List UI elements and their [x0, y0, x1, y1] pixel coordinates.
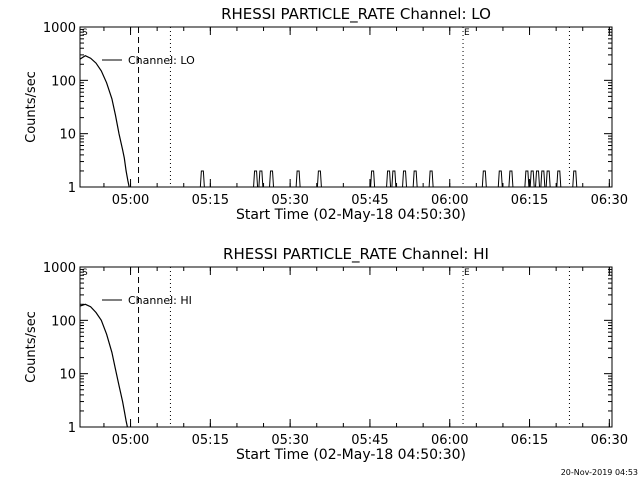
x-tick-label: 06:15 — [511, 433, 548, 448]
series-spike — [402, 170, 408, 188]
x-tick-label: 06:30 — [591, 433, 628, 448]
axes-frame — [79, 266, 613, 428]
series-spike — [428, 170, 434, 188]
x-tick-label: 05:45 — [351, 433, 388, 448]
series-spike — [258, 170, 264, 188]
start-marker-label: S — [82, 268, 88, 278]
y-tick-label: 1000 — [43, 261, 76, 276]
y-tick-label: 1 — [68, 181, 76, 196]
series-line — [79, 55, 130, 188]
chart-panel-lo: RHESSI PARTICLE_RATE Channel: LO 1 10 100 10… — [24, 5, 628, 223]
y-tick-label: 1 — [68, 421, 76, 436]
series-line — [79, 303, 128, 428]
series-spike — [497, 170, 503, 188]
x-tick-label: 05:45 — [351, 193, 388, 208]
series-spike — [508, 170, 514, 188]
series-spike — [199, 170, 205, 188]
x-axis-label: Start Time (02-May-18 04:50:30) — [236, 447, 466, 463]
series-spike — [524, 170, 530, 188]
legend-label: Channel: HI — [128, 294, 192, 307]
legend-label: Channel: LO — [128, 54, 195, 67]
x-tick-label: 05:30 — [271, 193, 308, 208]
series-spike — [545, 170, 551, 188]
start-marker-label: S — [82, 28, 88, 38]
series-spike — [556, 170, 562, 188]
x-tick-label: 06:15 — [511, 193, 548, 208]
x-tick-label: 06:30 — [591, 193, 628, 208]
x-tick-label: 06:00 — [431, 433, 468, 448]
series-spike — [412, 170, 418, 188]
chart-title: RHESSI PARTICLE_RATE Channel: HI — [223, 245, 489, 264]
series-spike — [540, 170, 546, 188]
y-tick-label: 10 — [59, 368, 76, 383]
series-spike — [391, 170, 397, 188]
y-tick-label: 100 — [51, 314, 76, 329]
end-marker-label: E — [464, 268, 470, 278]
axes-frame — [79, 26, 613, 188]
series-spike — [386, 170, 392, 188]
series-spike — [295, 170, 301, 188]
series-spike — [370, 170, 376, 188]
series-spike — [253, 170, 259, 188]
x-tick-label: 05:15 — [192, 193, 229, 208]
plots-group: RHESSI PARTICLE_RATE Channel: LO11010010… — [24, 5, 628, 463]
series-spike — [535, 170, 541, 188]
y-tick-label: 1000 — [43, 21, 76, 36]
x-tick-label: 05:00 — [112, 433, 149, 448]
series-spike — [529, 170, 535, 188]
series-spike — [481, 170, 487, 188]
series-spike — [269, 170, 275, 188]
x-tick-label: 05:15 — [192, 433, 229, 448]
chart-panel-hi: RHESSI PARTICLE_RATE Channel: HI 1 10 100 10… — [24, 245, 628, 463]
x-tick-label: 06:00 — [431, 193, 468, 208]
y-axis-label: Counts/sec — [24, 71, 39, 143]
y-tick-label: 10 — [59, 128, 76, 143]
series-spike — [316, 170, 322, 188]
end-marker-label: E — [464, 28, 470, 38]
y-axis-label: Counts/sec — [24, 311, 39, 383]
x-tick-label: 05:00 — [112, 193, 149, 208]
y-tick-label: 100 — [51, 74, 76, 89]
footer-timestamp: 20-Nov-2019 04:53 — [561, 468, 638, 477]
chart-title: RHESSI PARTICLE_RATE Channel: LO — [221, 5, 491, 24]
x-tick-label: 05:30 — [271, 433, 308, 448]
x-axis-label: Start Time (02-May-18 04:50:30) — [236, 207, 466, 223]
series-spike — [572, 170, 578, 188]
